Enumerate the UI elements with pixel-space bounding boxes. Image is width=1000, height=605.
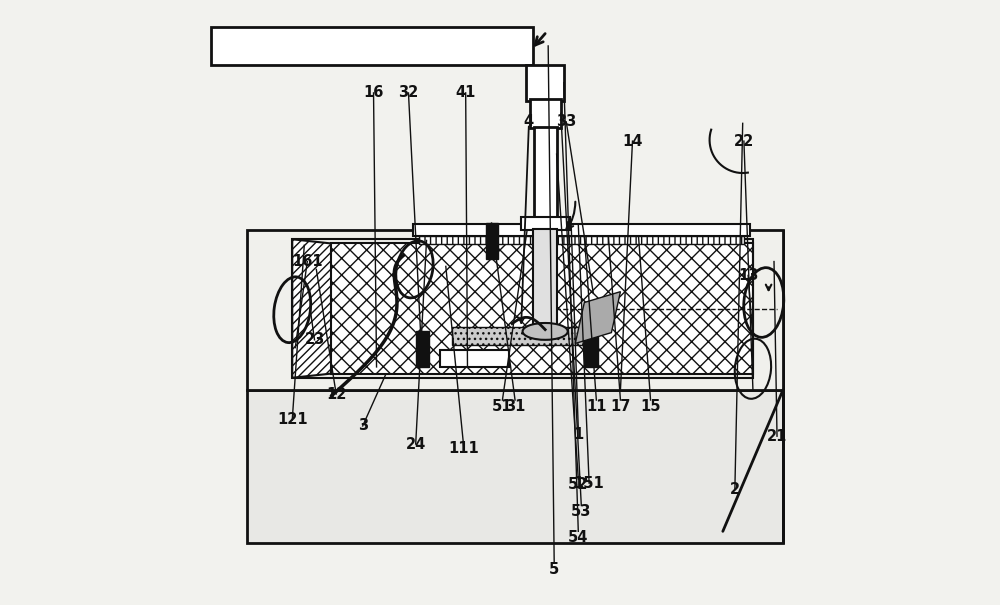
Text: 161: 161 <box>292 254 323 269</box>
Text: 4: 4 <box>524 114 534 129</box>
Text: 13: 13 <box>738 268 758 283</box>
Bar <box>486 223 498 259</box>
Text: 111: 111 <box>448 440 479 456</box>
Text: 33: 33 <box>556 114 576 129</box>
Polygon shape <box>452 327 596 345</box>
Polygon shape <box>292 239 331 378</box>
Text: 14: 14 <box>622 134 643 149</box>
Text: 24: 24 <box>406 437 426 451</box>
Polygon shape <box>247 390 783 543</box>
Polygon shape <box>331 243 753 373</box>
Text: 22: 22 <box>734 134 754 149</box>
Text: 32: 32 <box>398 85 419 100</box>
Text: 23: 23 <box>304 332 325 347</box>
Bar <box>530 99 561 128</box>
Text: 17: 17 <box>610 399 631 414</box>
Text: 41: 41 <box>455 85 476 100</box>
Text: 31: 31 <box>505 399 525 414</box>
Text: 21: 21 <box>767 429 787 443</box>
Text: 11: 11 <box>586 399 607 414</box>
Polygon shape <box>247 231 783 390</box>
Polygon shape <box>413 224 750 237</box>
Bar <box>416 331 429 367</box>
Bar <box>440 350 509 367</box>
Polygon shape <box>419 237 744 244</box>
Bar <box>584 331 598 367</box>
Polygon shape <box>575 292 620 344</box>
Bar <box>211 27 533 65</box>
Text: 151: 151 <box>574 476 605 491</box>
Text: 121: 121 <box>277 413 308 428</box>
Text: 54: 54 <box>568 530 588 545</box>
Text: 5: 5 <box>549 562 559 577</box>
Text: 3: 3 <box>358 419 368 433</box>
Bar <box>534 126 557 218</box>
Text: 1: 1 <box>573 428 583 442</box>
Text: 2: 2 <box>730 482 740 497</box>
Text: 15: 15 <box>640 399 661 414</box>
Text: 51: 51 <box>492 399 513 414</box>
Bar <box>526 65 564 101</box>
Ellipse shape <box>523 323 568 340</box>
Text: 12: 12 <box>326 387 346 402</box>
Text: 53: 53 <box>571 504 591 519</box>
Bar <box>521 217 570 231</box>
Text: 52: 52 <box>568 477 588 492</box>
Text: 16: 16 <box>363 85 384 100</box>
Bar <box>533 229 557 330</box>
